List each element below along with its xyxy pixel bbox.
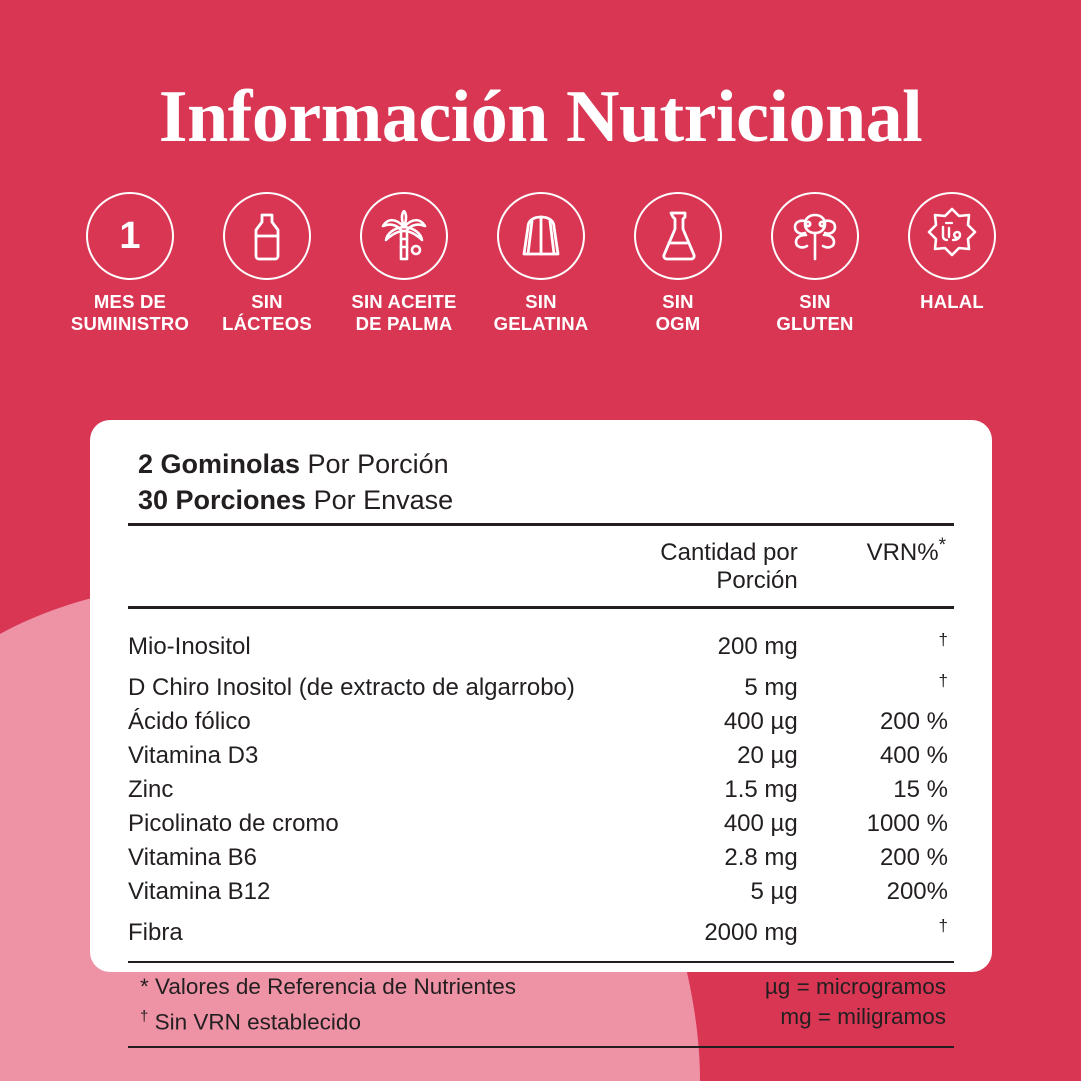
halal-star-icon: [908, 192, 996, 280]
footnote-milligram-unit: mg = miligramos: [780, 1004, 946, 1029]
nutrient-amount: 2.8 mg: [724, 843, 798, 871]
nutrient-vrn: †: [798, 622, 954, 663]
serving-line-2: 30 Porciones Por Envase: [138, 482, 453, 518]
badge-label: HALAL: [920, 291, 984, 312]
badge-sin-gelatina: SIN GELATINA: [473, 192, 609, 335]
nutrition-facts-card: 2 Gominolas Por Porción 30 Porciones Por…: [90, 420, 992, 1048]
nutrient-name: D Chiro Inositol (de extracto de algarro…: [128, 673, 575, 701]
nutrient-vrn-value: 200%: [886, 877, 948, 905]
header-amount-per-serving: Cantidad por Porción: [660, 539, 798, 594]
serving-info: 2 Gominolas Por Porción 30 Porciones Por…: [138, 446, 453, 518]
nutrient-amount: 5 µg: [750, 877, 798, 905]
nutrient-vrn-dagger: †: [938, 670, 948, 690]
nutrient-name: Zinc: [128, 775, 174, 803]
nutrition-table-grid: Cantidad por Porción VRN%*: [128, 526, 954, 606]
nutrient-amount: 200 mg: [717, 632, 798, 660]
nutrient-name: Picolinato de cromo: [128, 809, 339, 837]
nutrient-vrn: †: [798, 908, 954, 949]
nutrient-vrn: 200 %: [798, 704, 954, 738]
nutrient-amount: 1.5 mg: [724, 775, 798, 803]
table-row: Vitamina B6 2.8 mg 200 %: [128, 840, 954, 874]
flask-icon: [634, 192, 722, 280]
table-body: Mio-Inositol 200 mg † D Chiro Inositol (…: [128, 622, 954, 949]
wheat-icon: [771, 192, 859, 280]
nutrient-amount: 20 µg: [737, 741, 798, 769]
badge-sin-gluten: SIN GLUTEN: [747, 192, 883, 335]
header-vrn-text: VRN%: [866, 539, 939, 566]
milk-bottle-icon: [223, 192, 311, 280]
header-nutrient: [128, 526, 605, 606]
nutrient-vrn: 200 %: [798, 840, 954, 874]
badge-label: SIN LÁCTEOS: [222, 291, 312, 334]
nutrient-name: Ácido fólico: [128, 707, 251, 735]
table-row: Vitamina B12 5 µg 200%: [128, 874, 954, 908]
page-title: Información Nutricional: [158, 76, 923, 158]
serving-size-label: Por Porción: [300, 449, 449, 479]
nutrient-vrn-value: 200 %: [879, 843, 948, 871]
nutrient-amount: 5 mg: [744, 673, 798, 701]
table-header-rule: [128, 606, 954, 609]
nutrient-vrn: 15 %: [798, 772, 954, 806]
footnotes-right: µg = microgramos mg = miligramos: [765, 972, 946, 1038]
badge-halal: HALAL: [884, 192, 1020, 313]
nutrient-vrn: 1000 %: [798, 806, 954, 840]
serving-line-1: 2 Gominolas Por Porción: [138, 446, 453, 482]
table-row: Zinc 1.5 mg 15 %: [128, 772, 954, 806]
gelatin-mold-icon: [497, 192, 585, 280]
nutrient-amount: 400 µg: [723, 707, 798, 735]
badge-mes-de-suministro: 1 MES DE SUMINISTRO: [62, 192, 198, 335]
table-row: Fibra 2000 mg †: [128, 908, 954, 949]
badge-number-text: 1: [119, 215, 141, 257]
badge-sin-lacteos: SIN LÁCTEOS: [199, 192, 335, 335]
table-row: Mio-Inositol 200 mg †: [128, 622, 954, 663]
nutrient-vrn-value: 1000 %: [866, 809, 948, 837]
badge-sin-aceite-de-palma: SIN ACEITE DE PALMA: [336, 192, 472, 335]
nutrient-vrn: 400 %: [798, 738, 954, 772]
nutrient-vrn-value: 15 %: [893, 775, 948, 803]
servings-per-container-value: 30 Porciones: [138, 485, 307, 515]
nutrition-table: Cantidad por Porción VRN%* Mio-Inositol …: [128, 523, 954, 1048]
table-row: Ácido fólico 400 µg 200 %: [128, 704, 954, 738]
table-row: Vitamina D3 20 µg 400 %: [128, 738, 954, 772]
table-top-rule: [128, 523, 954, 526]
nutrient-name: Vitamina D3: [128, 741, 259, 769]
footnote-no-vrn: † Sin VRN establecido: [140, 1002, 516, 1038]
header-vrn-percent: VRN%*: [798, 526, 954, 606]
footnotes: * Valores de Referencia de Nutrientes † …: [128, 963, 954, 1046]
palm-tree-icon: [360, 192, 448, 280]
number-one-icon: 1: [86, 192, 174, 280]
header-vrn-asterisk: *: [938, 535, 946, 556]
nutrient-vrn-value: 400 %: [879, 741, 948, 769]
table-row: Picolinato de cromo 400 µg 1000 %: [128, 806, 954, 840]
footnote-no-vrn-text: Sin VRN establecido: [148, 1009, 361, 1035]
badge-label: SIN GELATINA: [493, 291, 589, 334]
nutrient-vrn-dagger: †: [938, 629, 948, 649]
table-header: Cantidad por Porción VRN%*: [128, 526, 954, 606]
nutrient-vrn-value: 200 %: [879, 707, 948, 735]
badge-label: SIN OGM: [655, 291, 701, 334]
serving-size-value: 2 Gominolas: [138, 449, 301, 479]
footnotes-left: * Valores de Referencia de Nutrientes † …: [140, 972, 516, 1038]
feature-badges-row: 1 MES DE SUMINISTRO SIN LÁCTEOS: [62, 192, 1020, 342]
footnotes-bottom-rule: [128, 1045, 954, 1048]
nutrient-name: Vitamina B6: [128, 843, 257, 871]
nutrient-amount: 2000 mg: [704, 918, 798, 946]
badge-sin-ogm: SIN OGM: [610, 192, 746, 335]
nutrient-name: Fibra: [128, 918, 183, 946]
badge-label: SIN GLUTEN: [776, 291, 854, 334]
nutrient-vrn: 200%: [798, 874, 954, 908]
servings-per-container-label: Por Envase: [306, 485, 454, 515]
table-header-row: Cantidad por Porción VRN%*: [128, 526, 954, 606]
nutrient-vrn: †: [798, 663, 954, 704]
table-row: D Chiro Inositol (de extracto de algarro…: [128, 663, 954, 704]
nutrient-name: Mio-Inositol: [128, 632, 251, 660]
nutrient-vrn-dagger: †: [938, 915, 948, 935]
nutrient-name: Vitamina B12: [128, 877, 271, 905]
footnote-microgram-unit: µg = microgramos: [764, 974, 946, 999]
nutrient-amount: 400 µg: [723, 809, 798, 837]
nutrition-rows-grid: Mio-Inositol 200 mg † D Chiro Inositol (…: [128, 622, 954, 949]
badge-label: MES DE SUMINISTRO: [70, 291, 190, 334]
badge-label: SIN ACEITE DE PALMA: [351, 291, 457, 334]
footnote-vrn-definition: * Valores de Referencia de Nutrientes: [140, 974, 517, 999]
